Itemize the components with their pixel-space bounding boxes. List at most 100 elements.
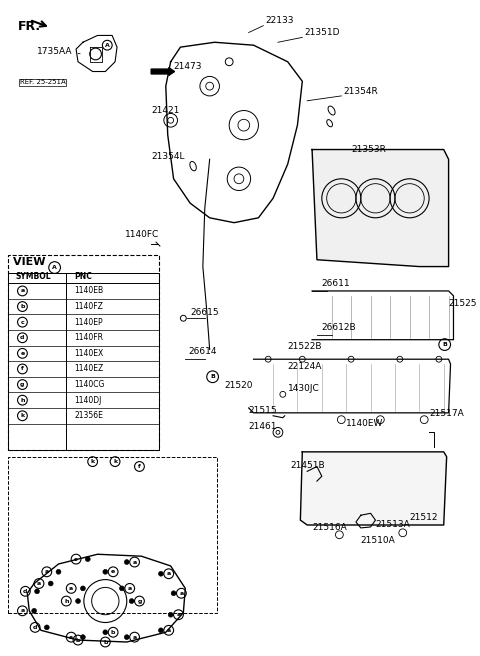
Text: 1140FR: 1140FR: [74, 333, 103, 342]
Text: 21512: 21512: [409, 513, 438, 522]
Text: c: c: [21, 319, 24, 325]
Text: h: h: [64, 598, 69, 604]
Text: FR.: FR.: [18, 20, 41, 33]
Text: 21461: 21461: [249, 422, 277, 432]
Text: 21522B: 21522B: [288, 342, 322, 352]
Text: b: b: [111, 630, 115, 635]
Text: 21513A: 21513A: [375, 520, 410, 529]
Text: B: B: [442, 342, 447, 347]
Text: 1140EX: 1140EX: [74, 349, 103, 358]
Text: 21356E: 21356E: [74, 411, 103, 420]
Text: a: a: [167, 628, 171, 633]
FancyArrow shape: [151, 68, 175, 75]
Text: a: a: [20, 289, 24, 293]
Circle shape: [81, 635, 85, 640]
Text: 1735AA: 1735AA: [37, 47, 80, 56]
Text: 21354R: 21354R: [343, 87, 378, 96]
Text: 22133: 22133: [265, 16, 294, 25]
Text: 21421: 21421: [151, 106, 180, 115]
Text: 1140EB: 1140EB: [74, 287, 103, 295]
Text: g: g: [137, 598, 142, 604]
Text: 21516A: 21516A: [312, 523, 347, 532]
Text: 1140CG: 1140CG: [74, 380, 105, 389]
Text: 1140EZ: 1140EZ: [74, 365, 103, 373]
Text: a: a: [69, 634, 73, 640]
Text: 21354L: 21354L: [151, 152, 185, 161]
Text: a: a: [167, 571, 171, 576]
Text: a: a: [177, 612, 180, 617]
Circle shape: [158, 571, 163, 576]
Text: b: b: [20, 304, 24, 309]
Text: REF. 25-251A: REF. 25-251A: [20, 79, 65, 85]
Text: A: A: [52, 265, 57, 270]
Text: h: h: [20, 398, 24, 403]
Text: 26612B: 26612B: [322, 323, 357, 332]
Text: a: a: [132, 634, 137, 640]
Text: k: k: [20, 413, 24, 419]
Text: a: a: [45, 569, 49, 574]
Text: b: b: [103, 640, 108, 644]
Text: a: a: [20, 608, 24, 613]
Text: 22124A: 22124A: [288, 362, 322, 371]
Text: 26615: 26615: [190, 308, 219, 318]
Circle shape: [158, 628, 163, 633]
Text: f: f: [21, 367, 24, 371]
Text: a: a: [128, 586, 132, 591]
Text: 21520: 21520: [224, 381, 253, 390]
Text: PNC: PNC: [74, 272, 92, 281]
Text: c: c: [74, 557, 78, 562]
Circle shape: [44, 625, 49, 630]
Circle shape: [85, 557, 90, 562]
Text: e: e: [111, 569, 115, 574]
Text: 21451B: 21451B: [290, 461, 325, 470]
Text: VIEW: VIEW: [12, 256, 49, 266]
Text: 21515: 21515: [249, 406, 277, 415]
Text: 21351D: 21351D: [304, 28, 340, 37]
Text: 21353R: 21353R: [351, 146, 386, 154]
Text: 21525: 21525: [449, 298, 477, 308]
Text: k: k: [113, 459, 117, 464]
Circle shape: [81, 586, 85, 591]
Text: SYMBOL: SYMBOL: [16, 272, 51, 281]
Text: B: B: [210, 375, 215, 379]
Text: 1140FZ: 1140FZ: [74, 302, 103, 311]
Text: 1430JC: 1430JC: [288, 384, 319, 394]
Circle shape: [129, 599, 134, 604]
Text: a: a: [69, 586, 73, 591]
Text: 1140FC: 1140FC: [125, 230, 159, 239]
Circle shape: [56, 569, 61, 574]
Circle shape: [171, 591, 176, 596]
Text: b: b: [76, 638, 80, 643]
Text: d: d: [20, 335, 24, 340]
Text: k: k: [91, 459, 95, 464]
Circle shape: [103, 630, 108, 635]
Circle shape: [35, 589, 39, 594]
Circle shape: [75, 599, 81, 604]
Polygon shape: [312, 150, 449, 266]
Text: 26611: 26611: [322, 279, 350, 288]
Circle shape: [168, 612, 173, 617]
Text: A: A: [105, 43, 110, 48]
Text: e: e: [20, 351, 24, 356]
Circle shape: [124, 635, 129, 640]
Circle shape: [48, 581, 53, 586]
Text: 21473: 21473: [174, 62, 202, 71]
Text: a: a: [37, 581, 41, 586]
Text: d: d: [23, 589, 27, 594]
Text: 21510A: 21510A: [361, 535, 396, 544]
Polygon shape: [300, 452, 447, 525]
Circle shape: [32, 608, 36, 613]
Circle shape: [124, 560, 129, 565]
Text: 1140EW: 1140EW: [346, 419, 384, 428]
Text: a: a: [180, 591, 183, 596]
Text: 26614: 26614: [188, 347, 216, 356]
Text: g: g: [20, 382, 24, 387]
Text: a: a: [132, 560, 137, 565]
Circle shape: [120, 586, 124, 591]
Text: 1140EP: 1140EP: [74, 318, 103, 327]
Text: f: f: [138, 464, 141, 469]
Text: d: d: [33, 625, 37, 630]
Text: 1140DJ: 1140DJ: [74, 396, 101, 405]
Circle shape: [103, 569, 108, 574]
Text: 21517A: 21517A: [429, 409, 464, 418]
